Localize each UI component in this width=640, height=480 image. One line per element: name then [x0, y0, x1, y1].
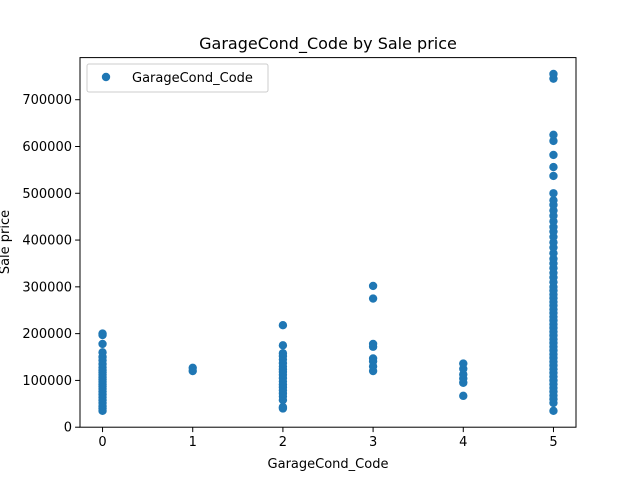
- data-point: [368, 339, 378, 349]
- y-tick-label: 0: [64, 421, 72, 436]
- data-point: [549, 406, 558, 416]
- y-tick-label: 300000: [22, 280, 72, 295]
- data-point: [368, 281, 378, 291]
- data-point: [549, 196, 558, 205]
- y-tick-label: 200000: [22, 327, 72, 342]
- x-tick-label: 2: [279, 435, 287, 450]
- y-tick-label: 100000: [22, 374, 72, 389]
- data-point: [98, 329, 107, 338]
- x-tick-label: 4: [459, 435, 467, 450]
- x-axis-ticks: 0 1 2 3 4 5: [98, 427, 558, 450]
- x-axis-label: GarageCond_Code: [268, 457, 389, 472]
- data-point: [98, 348, 107, 357]
- data-point: [549, 162, 558, 172]
- plot-area-frame: [79, 57, 577, 428]
- legend-box: [86, 63, 269, 93]
- y-tick-label: 400000: [22, 234, 72, 249]
- data-point: [188, 363, 197, 372]
- data-point: [459, 359, 468, 368]
- legend-marker: [101, 72, 111, 82]
- data-point: [549, 130, 558, 139]
- data-point: [549, 171, 558, 181]
- data-point: [278, 341, 288, 350]
- data-point: [549, 69, 558, 79]
- x-tick-label: 3: [369, 435, 377, 450]
- data-point: [278, 402, 288, 412]
- data-points: [98, 69, 558, 416]
- x-tick-label: 1: [189, 435, 197, 450]
- data-point: [278, 321, 288, 330]
- data-point: [459, 391, 468, 401]
- y-tick-label: 700000: [22, 93, 72, 108]
- data-point: [549, 136, 558, 146]
- y-axis-label: Sale price: [0, 210, 13, 274]
- y-tick-label: 500000: [22, 187, 72, 202]
- data-point: [549, 189, 558, 198]
- data-point: [278, 349, 288, 358]
- legend: GarageCond_Code: [86, 63, 269, 93]
- legend-label: GarageCond_Code: [132, 71, 253, 86]
- y-axis-ticks: 0 100000 200000 300000 400000 500000 600000 700…: [22, 93, 80, 436]
- chart-title: GarageCond_Code by Sale price: [199, 34, 457, 54]
- data-point: [368, 354, 378, 363]
- data-point: [98, 339, 107, 349]
- x-tick-label: 0: [98, 435, 106, 450]
- data-point: [368, 294, 378, 303]
- data-point: [549, 150, 558, 160]
- y-tick-label: 600000: [22, 140, 72, 155]
- x-tick-label: 5: [549, 435, 557, 450]
